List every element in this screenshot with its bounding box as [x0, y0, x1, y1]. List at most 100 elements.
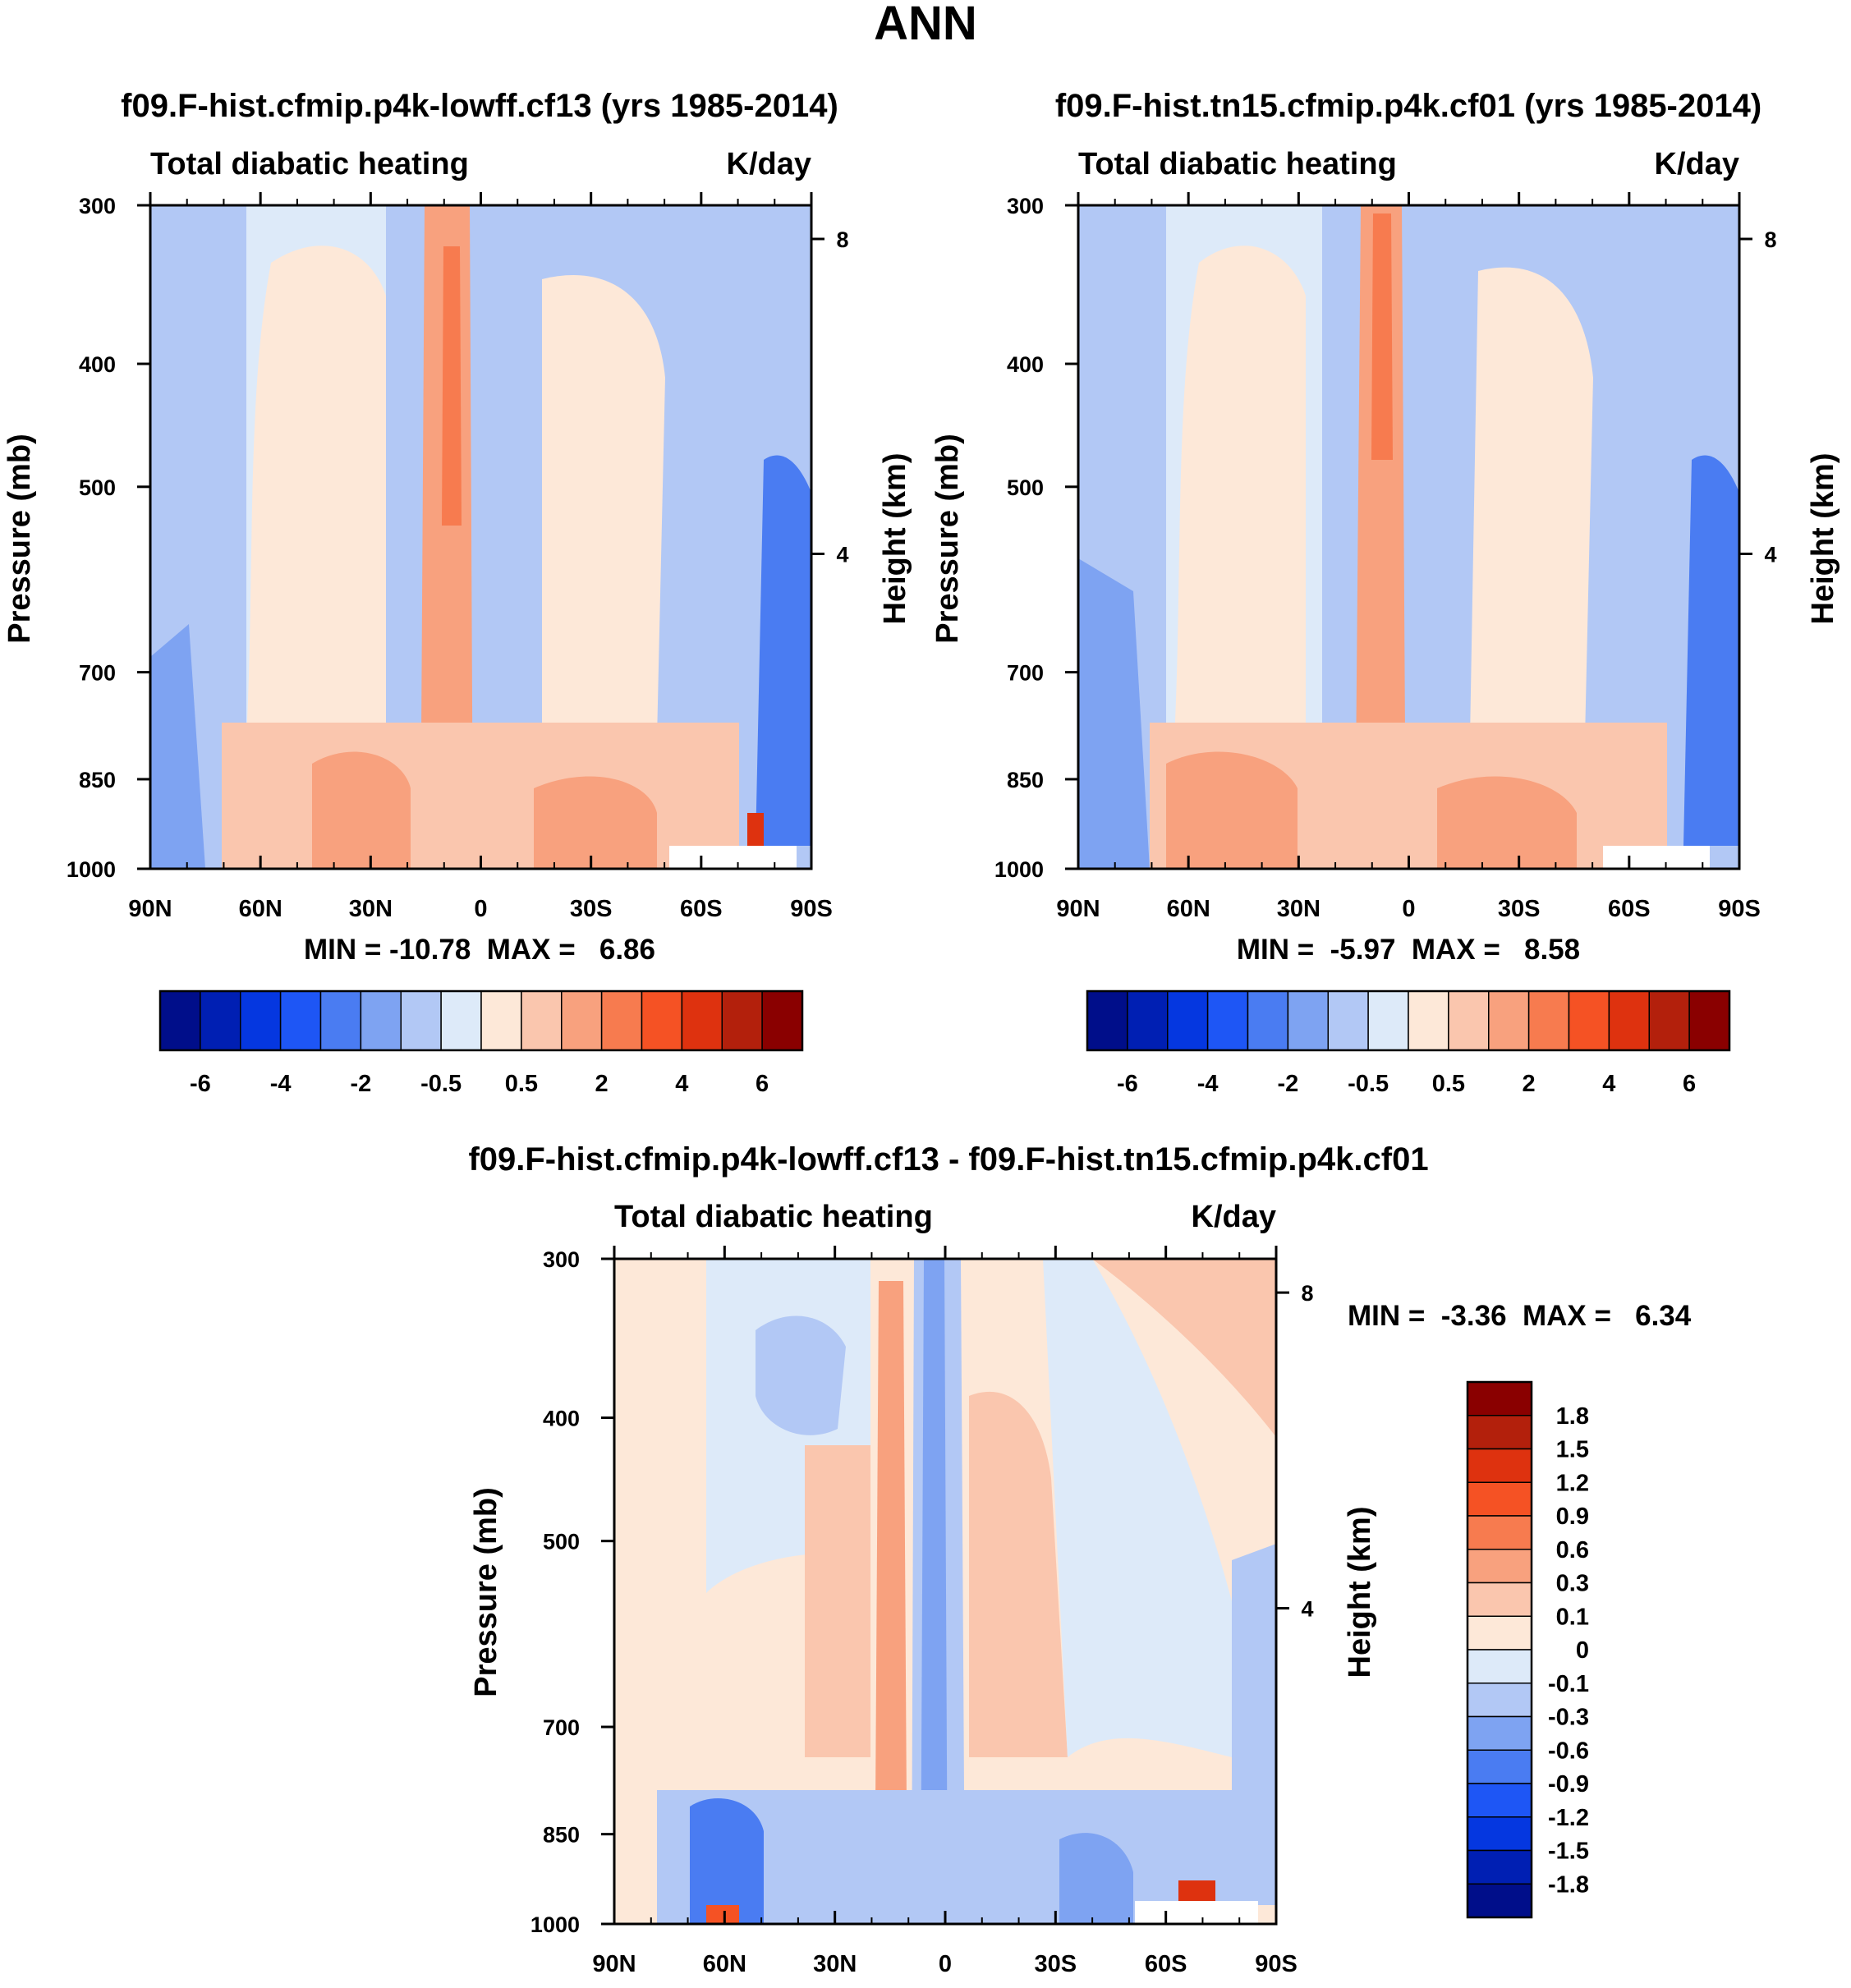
- panel-1-height-tick-label: 4: [836, 543, 848, 567]
- panel-1-right-string: K/day: [727, 147, 811, 181]
- panel-2-colorbar-box: [1206, 990, 1249, 1051]
- panel-2-colorbar-box: [1688, 990, 1730, 1051]
- panel-3-left-string: Total diabatic heating: [614, 1200, 933, 1234]
- panel-1-colorbar-label: -4: [270, 1071, 292, 1097]
- panel-2-colorbar-box: [1568, 990, 1610, 1051]
- panel-2-colorbar-box: [1527, 990, 1570, 1051]
- panel-3-colorbar-label: -0.3: [1548, 1705, 1589, 1731]
- panel-2-colorbar-frame: [1086, 989, 1731, 1052]
- panel-3-colorbar-box: [1467, 1448, 1532, 1483]
- panel-1-stats: MIN = -10.78 MAX = 6.86: [304, 934, 655, 966]
- panel-1-ytick-label: 400: [79, 352, 116, 377]
- page-title: ANN: [874, 0, 977, 50]
- panel-2-boundary-heating-nh: [1166, 751, 1298, 869]
- panel-1-xtick-label: 30N: [349, 896, 393, 922]
- panel-1-colorbar-box: [761, 990, 803, 1051]
- panel-1-xtick-label: 30S: [570, 896, 613, 922]
- panel-3-colorbar-box: [1467, 1883, 1532, 1918]
- panel-3-height-tick-label: 8: [1301, 1281, 1313, 1306]
- panel-3-ytick-label: 850: [543, 1823, 580, 1848]
- panel-3-colorbar-label: -1.8: [1548, 1871, 1589, 1898]
- panel-2-axes: 90N 60N 30N 0 30S 60S 90S 300 400 500 700 850 1000 8 4: [994, 192, 1777, 922]
- panel-1-subtropical-heating-sh: [542, 275, 665, 761]
- panel-2-colorbar-box: [1167, 990, 1209, 1051]
- panel-3-colorbar-label: 1.2: [1556, 1470, 1589, 1496]
- panel-2: f09.F-hist.tn15.cfmip.p4k.cf01 (yrs 1985…: [930, 88, 1840, 1097]
- panel-1-ytick-label: 500: [79, 475, 116, 500]
- panel-3-axes: 90N 60N 30N 0 30S 60S 90S 300 400 500 700 850 1000 8 4: [530, 1246, 1314, 1977]
- panel-3-heating-band-nh: [805, 1445, 870, 1757]
- panel-1-max-spot: [747, 813, 764, 846]
- panel-3-colorbar-label: -0.1: [1548, 1671, 1589, 1697]
- panel-2-colorbar-label: 0.5: [1432, 1071, 1465, 1097]
- panel-3-colorbar-label: -1.2: [1548, 1805, 1589, 1831]
- panel-3-polar-cooling-sh: [1232, 1544, 1276, 1905]
- panel-1-heatmap: [150, 205, 811, 869]
- panel-1-xtick-label: 0: [474, 896, 487, 922]
- panel-3-colorbar-box: [1467, 1649, 1532, 1684]
- panel-3-colorbar: 1.8 1.5 1.2 0.9 0.6 0.3 0.1 0 -0.1 -0.3 -0.6 -0.9 -1…: [1466, 1380, 1589, 1919]
- panel-3-heating-sh-high: [1092, 1259, 1276, 1437]
- panel-2-xtick-label: 90N: [1056, 896, 1100, 922]
- panel-3-xtick-label: 60S: [1145, 1951, 1187, 1977]
- panel-3-colorbar-box: [1467, 1715, 1532, 1751]
- panel-2-xtick-label: 90S: [1718, 896, 1761, 922]
- panel-3-colorbar-box: [1467, 1816, 1532, 1852]
- panel-2-xtick-label: 30N: [1277, 896, 1321, 922]
- panel-2-colorbar-box: [1127, 990, 1169, 1051]
- panel-1-axes: 90N 60N 30N 0 30S 60S 90S 300 400 500 700 850 1000 8 4: [67, 192, 849, 922]
- panel-3-colorbar-box: [1467, 1615, 1532, 1651]
- panel-2-polar-cooling-nh: [1078, 558, 1150, 869]
- panel-3-heating-spot-sh: [1178, 1880, 1215, 1901]
- panel-1-boundary-heating-sh: [534, 776, 657, 869]
- panel-2-xtick-label: 60N: [1167, 896, 1210, 922]
- panel-3-xtick-label: 30N: [813, 1951, 857, 1977]
- panel-3-ytick-label: 500: [543, 1530, 580, 1554]
- panel-2-colorbar-box: [1608, 990, 1650, 1051]
- panel-3-colorbar-label: 0: [1576, 1637, 1589, 1664]
- panel-2-left-string: Total diabatic heating: [1078, 147, 1397, 181]
- panel-1-boundary-heating-nh: [312, 751, 411, 869]
- panel-1-colorbar-box: [159, 990, 201, 1051]
- panel-3-colorbar-frame: [1466, 1380, 1533, 1919]
- panel-2-stats: MIN = -5.97 MAX = 8.58: [1237, 934, 1580, 966]
- panel-3-colorbar-label: 1.5: [1556, 1437, 1589, 1463]
- panel-2-ylabel: Pressure (mb): [930, 434, 965, 644]
- panel-3-colorbar-label: 0.1: [1556, 1604, 1589, 1630]
- panel-3-heating-spot-nh: [706, 1905, 739, 1924]
- panel-1-colorbar-box: [360, 990, 402, 1051]
- panel-3-ytick-label: 400: [543, 1407, 580, 1431]
- panel-3-colorbar-box: [1467, 1783, 1532, 1818]
- panel-2-colorbar-box: [1408, 990, 1449, 1051]
- panel-1-height-tick-label: 8: [836, 227, 848, 252]
- panel-2-colorbar-box: [1367, 990, 1409, 1051]
- panel-3-equatorial-cooling-core: [921, 1259, 948, 1924]
- panel-2-colorbar-box: [1448, 990, 1490, 1051]
- panel-2-colorbar-box: [1247, 990, 1289, 1051]
- panel-1-missing-data: [669, 846, 797, 869]
- panel-3-colorbar-label: 0.9: [1556, 1504, 1589, 1530]
- panel-1-colorbar-box: [400, 990, 442, 1051]
- panel-1-title: f09.F-hist.cfmip.p4k-lowff.cf13 (yrs 198…: [121, 88, 838, 124]
- panel-2-colorbar-label: 2: [1523, 1071, 1536, 1097]
- panel-1-colorbar-box: [279, 990, 322, 1051]
- panel-2-colorbar: -6 -4 -2 -0.5 0.5 2 4 6: [1086, 989, 1731, 1097]
- panel-3-ylabel-right: Height (km): [1343, 1507, 1377, 1678]
- panel-2-title: f09.F-hist.tn15.cfmip.p4k.cf01 (yrs 1985…: [1055, 88, 1761, 124]
- panel-1-colorbar-box: [721, 990, 763, 1051]
- panel-2-colorbar-label: -4: [1197, 1071, 1219, 1097]
- panel-3-ytick-label: 700: [543, 1715, 580, 1740]
- panel-2-ytick-label: 850: [1007, 768, 1044, 792]
- panel-3-heating-band-sh: [969, 1391, 1068, 1757]
- panel-3-ytick-label: 300: [543, 1247, 580, 1272]
- panel-2-xtick-label: 60S: [1608, 896, 1651, 922]
- panel-2-xtick-label: 30S: [1498, 896, 1541, 922]
- panel-1-colorbar-label: -2: [350, 1071, 371, 1097]
- panel-2-colorbar-box: [1287, 990, 1329, 1051]
- panel-2-colorbar-label: -0.5: [1348, 1071, 1389, 1097]
- panel-1-colorbar-box: [641, 990, 683, 1051]
- panel-1-colorbar-box: [561, 990, 603, 1051]
- panel-2-ytick-label: 400: [1007, 352, 1044, 377]
- panel-2-polar-cooling-sh: [1683, 455, 1739, 846]
